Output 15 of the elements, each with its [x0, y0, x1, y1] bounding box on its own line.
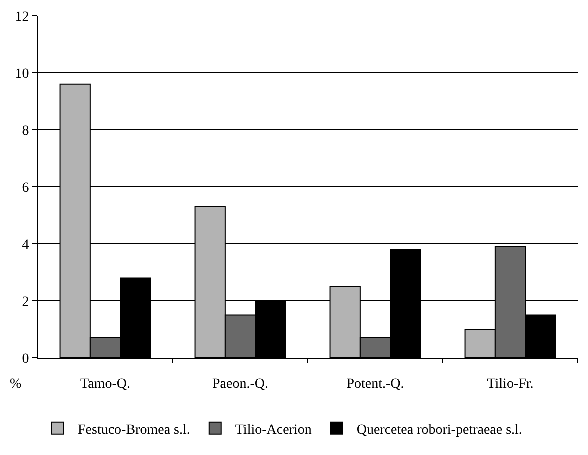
y-tick-label: 2 — [22, 294, 30, 310]
y-axis-title: % — [10, 377, 22, 392]
legend-label: Quercetea robori-petraeae s.l. — [356, 422, 522, 438]
legend-label: Tilio-Acerion — [235, 422, 312, 438]
y-tick-label: 4 — [22, 238, 30, 253]
x-tick-label: Paeon.-Q. — [212, 376, 268, 392]
y-tick-label: 0 — [22, 352, 30, 367]
legend-label: Festuco-Bromea s.l. — [78, 422, 190, 438]
y-tick-label: 10 — [15, 66, 30, 82]
x-tick-label: Tilio-Fr. — [487, 376, 534, 392]
x-tick-label: Potent.-Q. — [346, 376, 404, 392]
y-tick-label: 6 — [22, 180, 30, 196]
y-tick-label: 8 — [22, 124, 30, 139]
x-tick-label: Tamo-Q. — [80, 376, 130, 392]
y-tick-label: 12 — [15, 10, 30, 25]
